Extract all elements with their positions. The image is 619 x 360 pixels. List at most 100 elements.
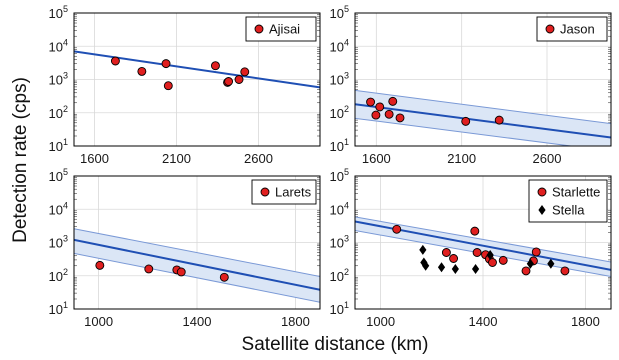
legend: Jason [536, 16, 608, 42]
y-tick-label: 105 [49, 167, 68, 184]
data-points [366, 96, 504, 126]
y-tick-label: 102 [330, 104, 349, 121]
panel-bottom-right: 101 102 103 104 105 1000 1400 1800 Starlette Stel… [330, 167, 612, 329]
y-tick-label: 104 [330, 37, 349, 54]
y-tick-label: 105 [330, 167, 349, 184]
band-upper-edge [74, 228, 320, 277]
legend: Starlette Stella [528, 179, 608, 223]
point-starlette [521, 266, 531, 276]
point-stella [422, 260, 430, 271]
point-jason [371, 110, 381, 120]
point-jason [388, 96, 398, 106]
y-tick-label: 101 [49, 137, 68, 154]
legend-label: Stella [552, 203, 585, 218]
point-stella [451, 263, 459, 274]
x-tick-label: 2100 [162, 151, 191, 166]
y-axis-label: Detection rate (cps) [10, 77, 31, 243]
x-tick-label: 1600 [362, 151, 391, 166]
legend-label: Ajisai [269, 22, 300, 37]
legend-marker [254, 24, 264, 34]
point-starlette [449, 254, 459, 263]
point-starlette [392, 224, 402, 234]
x-tick-label: 1800 [571, 314, 600, 329]
legend-marker [545, 24, 555, 34]
x-tick-label: 1400 [469, 314, 498, 329]
point-starlette [470, 226, 480, 236]
legend-label: Jason [560, 22, 595, 37]
point-jason [494, 115, 504, 125]
y-tick-label: 102 [330, 267, 349, 284]
point-stella [486, 250, 494, 261]
band-upper-edge [355, 216, 611, 263]
y-tick-label: 101 [330, 137, 349, 154]
panel-top-right: 101 102 103 104 105 1600 2100 2600 Jason [330, 4, 612, 166]
grid [74, 13, 320, 146]
y-tick-label: 101 [330, 300, 349, 317]
x-tick-label: 1800 [281, 314, 310, 329]
point-stella [437, 262, 446, 273]
data-points [95, 260, 229, 282]
x-axis-label: Satellite distance (km) [242, 334, 429, 355]
y-tick-label: 105 [330, 4, 349, 21]
point-ajisai [210, 61, 220, 71]
point-starlette [472, 248, 482, 257]
plot-frame [73, 175, 321, 310]
plot-frame [354, 12, 612, 147]
data-points [392, 224, 570, 276]
band-upper-edge [355, 89, 611, 125]
fit-curve [355, 103, 611, 139]
legend-label: Larets [275, 185, 312, 200]
fit-curve [74, 238, 320, 291]
y-tick-label: 104 [49, 37, 68, 54]
plot-frame [354, 175, 612, 310]
point-starlette [441, 248, 451, 257]
y-tick-label: 101 [49, 300, 68, 317]
y-tick-label: 103 [49, 71, 68, 88]
y-tick-label: 102 [49, 267, 68, 284]
y-tick-label: 105 [49, 4, 68, 21]
legend-marker [260, 187, 270, 197]
x-tick-label: 1000 [84, 314, 113, 329]
point-stella [547, 258, 555, 269]
legend: Ajisai [245, 16, 317, 42]
point-larets [144, 264, 154, 274]
band-lower-edge [74, 252, 320, 303]
data-points [110, 56, 250, 91]
point-stella [419, 244, 427, 255]
point-stella [471, 263, 480, 274]
x-tick-label: 2100 [447, 151, 476, 166]
x-tick-label: 2600 [533, 151, 562, 166]
point-starlette [488, 258, 497, 267]
point-ajisai [110, 56, 120, 66]
point-ajisai [240, 67, 250, 77]
point-larets [176, 267, 186, 277]
legend-marker [538, 205, 546, 215]
panel-top-left: 101 102 103 104 105 1600 2100 2600 Ajisai [49, 4, 321, 166]
point-larets [95, 260, 105, 270]
point-jason [366, 97, 376, 107]
point-jason [461, 116, 471, 126]
point-larets [219, 272, 229, 282]
x-tick-label: 1000 [366, 314, 395, 329]
y-tick-label: 103 [49, 234, 68, 251]
x-tick-label: 1600 [80, 151, 109, 166]
point-ajisai [137, 66, 147, 76]
point-jason [395, 113, 405, 123]
point-ajisai [163, 81, 173, 91]
y-tick-label: 103 [330, 71, 349, 88]
x-tick-label: 2600 [244, 151, 273, 166]
legend-marker [537, 187, 547, 197]
point-ajisai [234, 75, 244, 84]
y-tick-label: 103 [330, 234, 349, 251]
point-stella [526, 258, 534, 269]
legend: Larets [251, 179, 317, 205]
y-tick-label: 104 [49, 200, 68, 217]
plot-frame [73, 12, 321, 147]
y-tick-label: 102 [49, 104, 68, 121]
legend-label: Starlette [552, 185, 600, 200]
point-starlette [560, 266, 570, 276]
panel-bottom-left: 101 102 103 104 105 1000 1400 1800 Larets [49, 167, 321, 329]
x-tick-label: 1400 [183, 314, 212, 329]
